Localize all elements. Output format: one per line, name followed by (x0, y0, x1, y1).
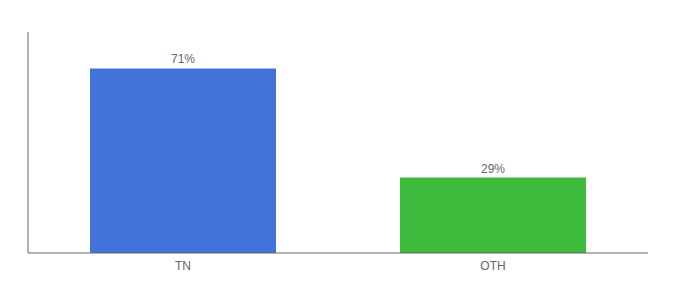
svg-text:29%: 29% (481, 162, 505, 176)
svg-text:TN: TN (175, 259, 191, 273)
svg-text:OTH: OTH (480, 259, 505, 273)
svg-text:71%: 71% (171, 52, 195, 66)
